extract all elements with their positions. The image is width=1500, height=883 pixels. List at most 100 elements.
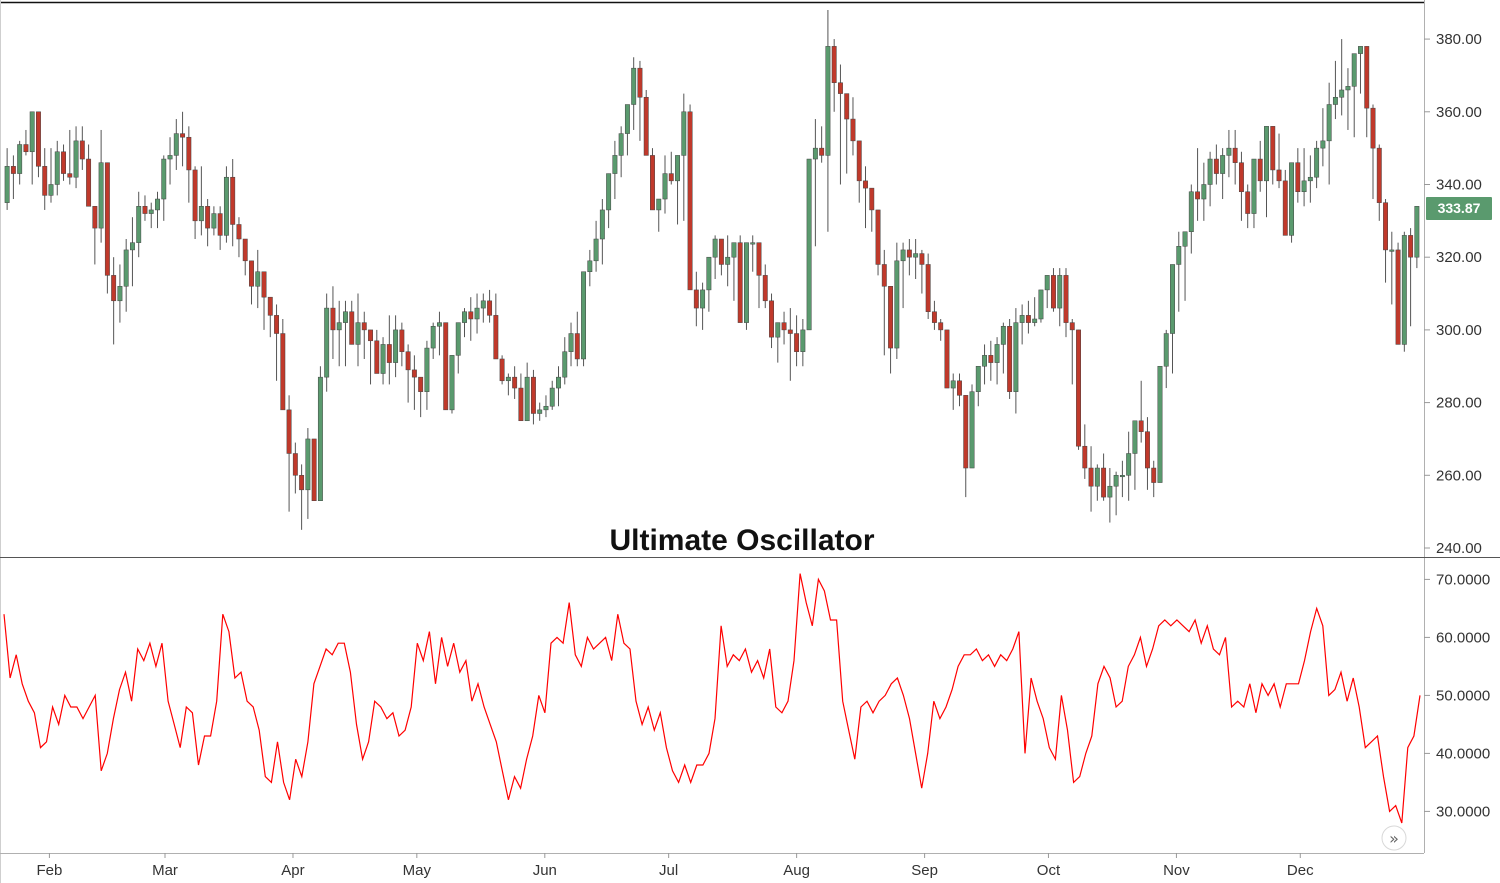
candle-up <box>1301 180 1307 193</box>
candle-down <box>1007 326 1013 392</box>
candle-up <box>29 111 35 153</box>
candle-down <box>299 475 305 491</box>
candle-down <box>261 271 267 298</box>
candle-up <box>1188 191 1194 232</box>
candle-down <box>23 144 29 153</box>
candle-up <box>54 151 60 185</box>
candle-down <box>1213 158 1219 174</box>
candle-down <box>418 376 424 392</box>
time-tick-label: Mar <box>152 862 178 879</box>
last-price-badge-bg <box>1426 197 1492 220</box>
candle-up <box>806 158 812 331</box>
candle-up <box>624 104 630 134</box>
candle-up <box>430 326 436 349</box>
candle-down <box>180 133 186 138</box>
candle-up <box>1013 322 1019 392</box>
price-tick-label: 340.00 <box>1436 176 1482 193</box>
candle-down <box>104 162 110 276</box>
candle-down <box>349 311 355 345</box>
candle-up <box>775 322 781 338</box>
time-tick-label: Oct <box>1037 862 1061 879</box>
candle-down <box>286 409 292 454</box>
candle-up <box>975 365 981 392</box>
candle-up <box>1019 315 1025 323</box>
candle-up <box>305 438 311 491</box>
candle-up <box>812 147 818 160</box>
candle-down <box>61 151 66 174</box>
candle-down <box>787 329 793 334</box>
candle-up <box>712 238 718 258</box>
candle-up <box>894 260 900 349</box>
candle-up <box>1220 155 1226 174</box>
candle-up <box>662 173 668 200</box>
candle-down <box>92 206 98 229</box>
candle-down <box>361 322 367 331</box>
candle-down <box>142 206 148 214</box>
candle-up <box>606 173 612 211</box>
price-tick-label: 380.00 <box>1436 31 1482 48</box>
candle-up <box>1289 162 1295 236</box>
candle-up <box>1345 86 1351 91</box>
candle-down <box>1257 158 1263 182</box>
candle-down <box>242 238 248 262</box>
candle-up <box>725 256 731 265</box>
candle-up <box>198 206 204 222</box>
candle-up <box>731 242 737 258</box>
candle-down <box>988 355 994 363</box>
candle-up <box>656 198 662 211</box>
candle-down <box>863 180 868 189</box>
candle-down <box>1270 126 1276 171</box>
candle-up <box>1332 96 1338 105</box>
candle-up <box>1176 246 1182 265</box>
candle-up <box>631 67 637 105</box>
candle-down <box>67 173 73 178</box>
candle-down <box>574 333 580 360</box>
osc-tick-label: 50.0000 <box>1436 687 1490 704</box>
candle-up <box>549 387 555 407</box>
candle-down <box>512 376 518 389</box>
candle-up <box>1307 176 1313 182</box>
candle-down <box>79 140 85 160</box>
candle-up <box>1401 235 1407 345</box>
time-tick-label: Aug <box>783 862 810 879</box>
candle-up <box>1414 206 1420 258</box>
ultimate-oscillator-series <box>3 573 1421 824</box>
candle-up <box>568 333 574 352</box>
candle-down <box>850 118 856 142</box>
candle-up <box>73 140 79 178</box>
candle-up <box>129 242 135 251</box>
candle-up <box>474 307 480 320</box>
time-tick-label: Dec <box>1287 862 1314 879</box>
candle-down <box>10 166 16 174</box>
candle-up <box>1351 53 1357 87</box>
time-tick-label: Jul <box>659 862 678 879</box>
price-axis: 380.00 360.00 340.00 320.00 300.00 280.00 260.… <box>1424 31 1482 557</box>
candle-down <box>1195 191 1201 200</box>
candle-up <box>900 249 906 262</box>
scroll-to-latest-button[interactable]: » <box>1381 825 1407 851</box>
candle-down <box>1295 162 1301 193</box>
candle-down <box>963 395 969 469</box>
candle-up <box>173 133 179 156</box>
candle-down <box>737 242 743 323</box>
candle-up <box>537 409 543 414</box>
candle-down <box>487 300 493 316</box>
osc-tick-label: 60.0000 <box>1436 629 1490 646</box>
candle-up <box>424 347 430 392</box>
candle-down <box>919 253 925 265</box>
candle-down <box>762 275 768 302</box>
candle-up <box>343 311 348 323</box>
candle-down <box>330 307 336 331</box>
time-tick-label: Sep <box>911 862 938 879</box>
candle-up <box>700 289 706 309</box>
candle-down <box>374 340 380 374</box>
candle-up <box>1126 453 1132 476</box>
candle-up <box>556 376 561 389</box>
candle-up <box>462 311 467 323</box>
time-tick-label: Jun <box>533 862 557 879</box>
scroll-to-latest-circle <box>1381 825 1407 851</box>
candle-up <box>1326 104 1332 142</box>
candle-up <box>223 176 229 236</box>
